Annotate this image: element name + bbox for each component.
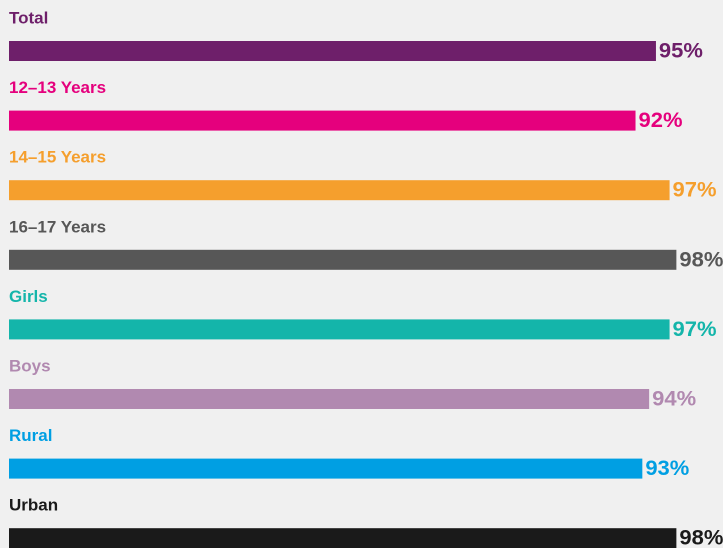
bar	[9, 458, 643, 479]
value-label: 94%	[652, 388, 696, 411]
value-label: 97%	[673, 179, 717, 202]
category-label: Total	[9, 8, 48, 27]
bar	[9, 41, 656, 61]
category-label: 16–17 Years	[9, 217, 106, 236]
bar	[9, 249, 677, 270]
category-label: Urban	[9, 496, 58, 515]
category-label: 12–13 Years	[9, 78, 106, 97]
category-label: Rural	[9, 426, 52, 445]
bar	[9, 389, 650, 409]
value-label: 98%	[679, 248, 723, 271]
value-label: 98%	[679, 527, 723, 548]
bar	[9, 528, 677, 548]
bar	[9, 180, 670, 201]
bar	[9, 319, 670, 340]
category-label: Girls	[9, 287, 48, 306]
value-label: 92%	[639, 109, 683, 132]
category-label: 14–15 Years	[9, 148, 106, 167]
value-label: 93%	[645, 457, 689, 480]
bar	[9, 110, 636, 131]
value-label: 95%	[659, 40, 703, 63]
category-label: Boys	[9, 356, 51, 375]
value-label: 97%	[673, 318, 717, 341]
